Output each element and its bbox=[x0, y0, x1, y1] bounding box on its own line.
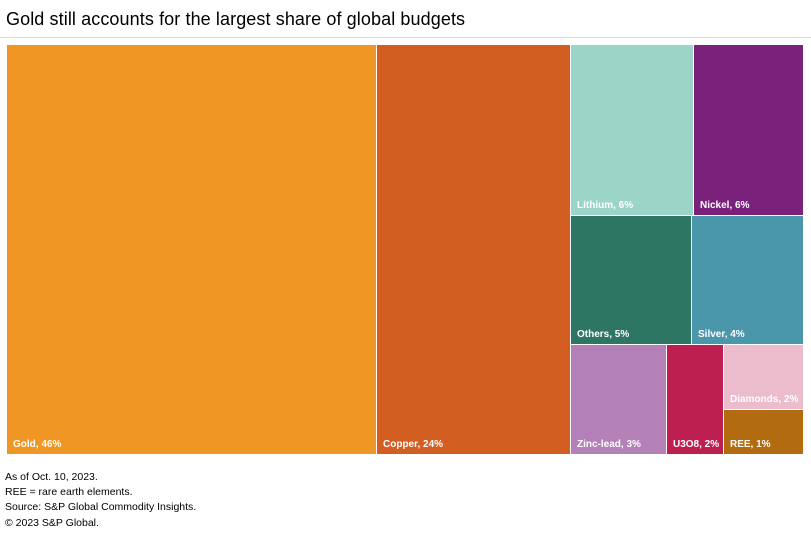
tile-label-lithium: Lithium, 6% bbox=[577, 200, 633, 211]
tile-others bbox=[571, 216, 691, 344]
tile-lithium bbox=[571, 45, 693, 215]
tile-label-nickel: Nickel, 6% bbox=[700, 200, 750, 211]
tile-label-u3o8: U3O8, 2% bbox=[673, 439, 719, 450]
treemap-chart: Gold, 46% Copper, 24% Lithium, 6% Nickel, 6… bbox=[7, 45, 803, 454]
tile-diamonds bbox=[724, 345, 803, 409]
tile-label-diamonds: Diamonds, 2% bbox=[730, 394, 798, 405]
tile-label-copper: Copper, 24% bbox=[383, 439, 443, 450]
tile-ree bbox=[724, 410, 803, 454]
chart-title: Gold still accounts for the largest shar… bbox=[6, 9, 466, 29]
chart-frame: Gold, 46% Copper, 24% Lithium, 6% Nickel, 6… bbox=[0, 37, 811, 463]
tile-label-others: Others, 5% bbox=[577, 329, 629, 340]
tile-copper bbox=[377, 45, 570, 454]
tile-label-gold: Gold, 46% bbox=[13, 439, 61, 450]
tile-u3o8 bbox=[667, 345, 723, 454]
note-copyright: © 2023 S&P Global. bbox=[5, 516, 99, 529]
chart-notes: As of Oct. 10, 2023. REE = rare earth el… bbox=[5, 470, 196, 531]
tile-label-silver: Silver, 4% bbox=[698, 329, 745, 340]
note-ree-definition: REE = rare earth elements. bbox=[5, 486, 133, 499]
tile-gold bbox=[7, 45, 376, 454]
tile-label-ree: REE, 1% bbox=[730, 439, 771, 450]
tile-silver bbox=[692, 216, 803, 344]
note-date: As of Oct. 10, 2023. bbox=[5, 471, 98, 483]
tile-label-zinc-lead: Zinc-lead, 3% bbox=[577, 439, 641, 450]
tile-zinc-lead bbox=[571, 345, 666, 454]
tile-nickel bbox=[694, 45, 803, 215]
note-source: Source: S&P Global Commodity Insights. bbox=[5, 501, 197, 514]
